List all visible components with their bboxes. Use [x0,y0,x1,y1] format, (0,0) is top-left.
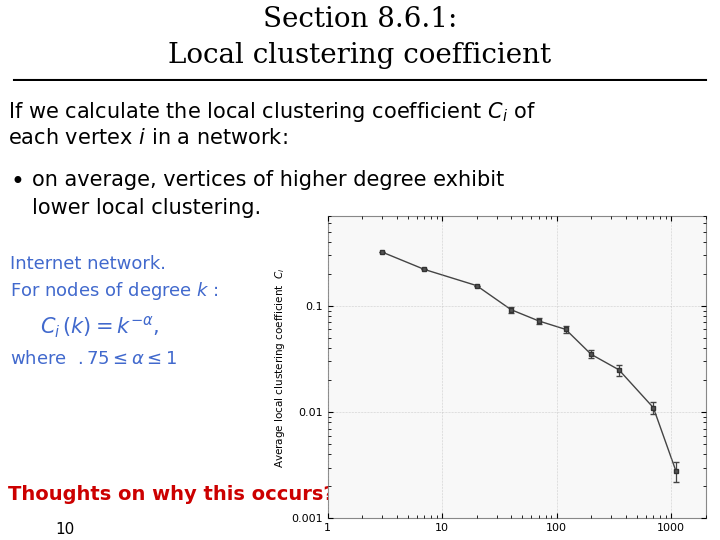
Text: •: • [10,170,24,194]
Text: where  $.75 \leq \alpha \leq 1$: where $.75 \leq \alpha \leq 1$ [10,350,177,368]
Text: If we calculate the local clustering coefficient $C_i$ of: If we calculate the local clustering coe… [8,99,536,124]
Text: Thoughts on why this occurs?: Thoughts on why this occurs? [8,485,335,504]
Text: Section 8.6.1:: Section 8.6.1: [263,6,457,33]
Y-axis label: Average local clustering coefficient  $C_i$: Average local clustering coefficient $C_… [273,267,287,468]
X-axis label: Degree $k$: Degree $k$ [487,539,546,540]
Text: Internet network.: Internet network. [10,255,166,273]
Text: lower local clustering.: lower local clustering. [32,198,261,218]
Text: each vertex $i$ in a network:: each vertex $i$ in a network: [8,127,288,147]
Text: on average, vertices of higher degree exhibit: on average, vertices of higher degree ex… [32,170,504,190]
Text: For nodes of degree $k$ :: For nodes of degree $k$ : [10,280,219,302]
Text: 10: 10 [55,522,74,537]
Text: Local clustering coefficient: Local clustering coefficient [168,42,552,69]
Text: $C_i\,(k) = k^{-\alpha},$: $C_i\,(k) = k^{-\alpha},$ [40,315,159,340]
